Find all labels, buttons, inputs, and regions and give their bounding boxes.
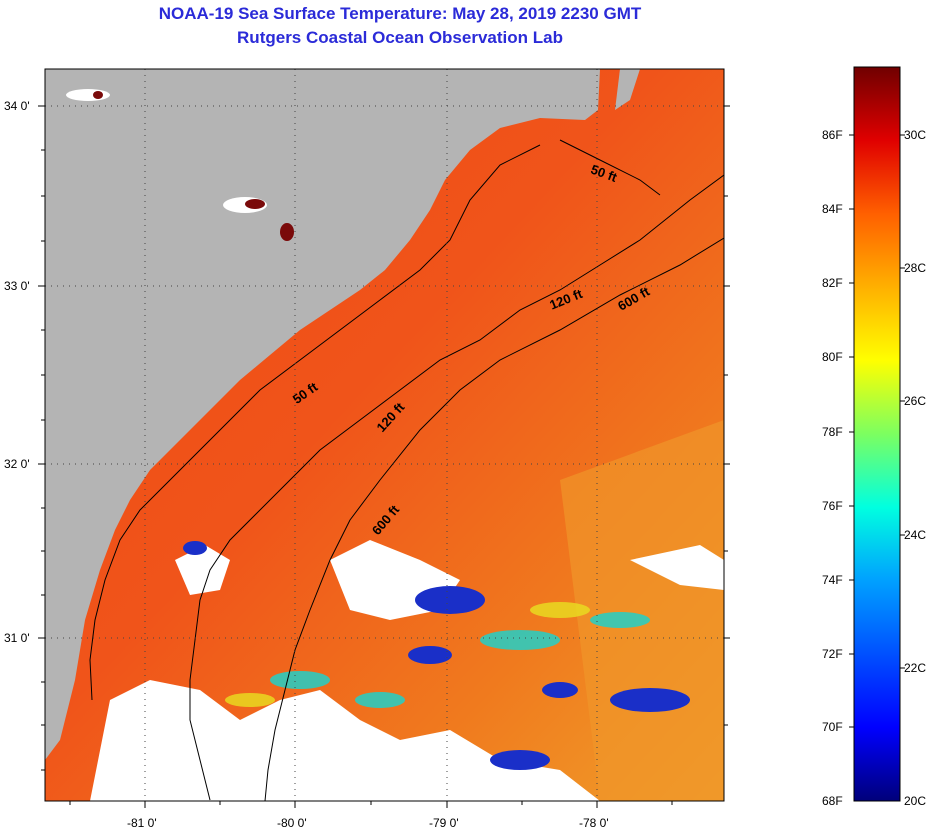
colorbar-f-label: 72F bbox=[822, 647, 843, 661]
map-frame bbox=[44, 68, 725, 802]
map-title: NOAA-19 Sea Surface Temperature: May 28,… bbox=[158, 4, 642, 23]
cloud-area bbox=[90, 680, 600, 801]
lon-label: -80 0' bbox=[277, 816, 307, 830]
cold-water-patches bbox=[183, 541, 690, 770]
colorbar-c-label: 22C bbox=[904, 661, 926, 675]
colorbar-f-label: 76F bbox=[822, 499, 843, 513]
colorbar-c-label: 30C bbox=[904, 128, 926, 142]
colorbar-c-label: 20C bbox=[904, 794, 926, 808]
colorbar-c-label: 24C bbox=[904, 528, 926, 542]
colorbar-f-label: 68F bbox=[822, 794, 843, 808]
lat-label: 31 0' bbox=[4, 631, 30, 645]
lat-label: 32 0' bbox=[4, 457, 30, 471]
colorbar-f-label: 78F bbox=[822, 425, 843, 439]
colorbar-c-label: 28C bbox=[904, 261, 926, 275]
lon-label: -78 0' bbox=[579, 816, 609, 830]
colorbar-f-label: 74F bbox=[822, 573, 843, 587]
lat-label: 34 0' bbox=[4, 99, 30, 113]
land-area bbox=[45, 69, 600, 760]
colorbar-f-label: 84F bbox=[822, 202, 843, 216]
lon-label: -79 0' bbox=[429, 816, 459, 830]
lon-label: -81 0' bbox=[127, 816, 157, 830]
colorbar-f-label: 80F bbox=[822, 350, 843, 364]
colorbar-f-label: 82F bbox=[822, 276, 843, 290]
colorbar-f-label: 70F bbox=[822, 720, 843, 734]
colorbar-f-label: 86F bbox=[822, 128, 843, 142]
lat-label: 33 0' bbox=[4, 279, 30, 293]
temperature-colorbar bbox=[853, 66, 901, 802]
map-subtitle: Rutgers Coastal Ocean Observation Lab bbox=[237, 28, 563, 47]
colorbar-c-label: 26C bbox=[904, 394, 926, 408]
